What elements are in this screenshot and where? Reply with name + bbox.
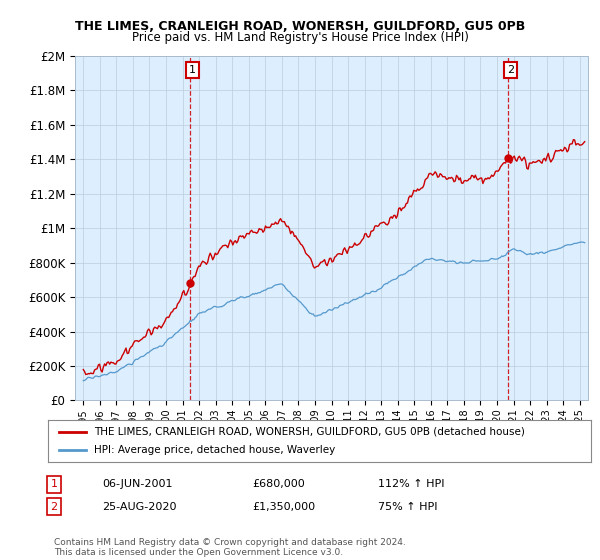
Text: 25-AUG-2020: 25-AUG-2020 — [102, 502, 176, 512]
Text: HPI: Average price, detached house, Waverley: HPI: Average price, detached house, Wave… — [94, 445, 335, 455]
Text: THE LIMES, CRANLEIGH ROAD, WONERSH, GUILDFORD, GU5 0PB (detached house): THE LIMES, CRANLEIGH ROAD, WONERSH, GUIL… — [94, 427, 525, 437]
Text: 1: 1 — [189, 65, 196, 75]
Text: £1,350,000: £1,350,000 — [252, 502, 315, 512]
Text: £680,000: £680,000 — [252, 479, 305, 489]
Text: 112% ↑ HPI: 112% ↑ HPI — [378, 479, 445, 489]
Text: 75% ↑ HPI: 75% ↑ HPI — [378, 502, 437, 512]
Text: Contains HM Land Registry data © Crown copyright and database right 2024.
This d: Contains HM Land Registry data © Crown c… — [54, 538, 406, 557]
Text: 1: 1 — [50, 479, 58, 489]
Text: 2: 2 — [50, 502, 58, 512]
Text: Price paid vs. HM Land Registry's House Price Index (HPI): Price paid vs. HM Land Registry's House … — [131, 31, 469, 44]
Text: THE LIMES, CRANLEIGH ROAD, WONERSH, GUILDFORD, GU5 0PB: THE LIMES, CRANLEIGH ROAD, WONERSH, GUIL… — [75, 20, 525, 32]
Text: 06-JUN-2001: 06-JUN-2001 — [102, 479, 173, 489]
Text: 2: 2 — [506, 65, 514, 75]
